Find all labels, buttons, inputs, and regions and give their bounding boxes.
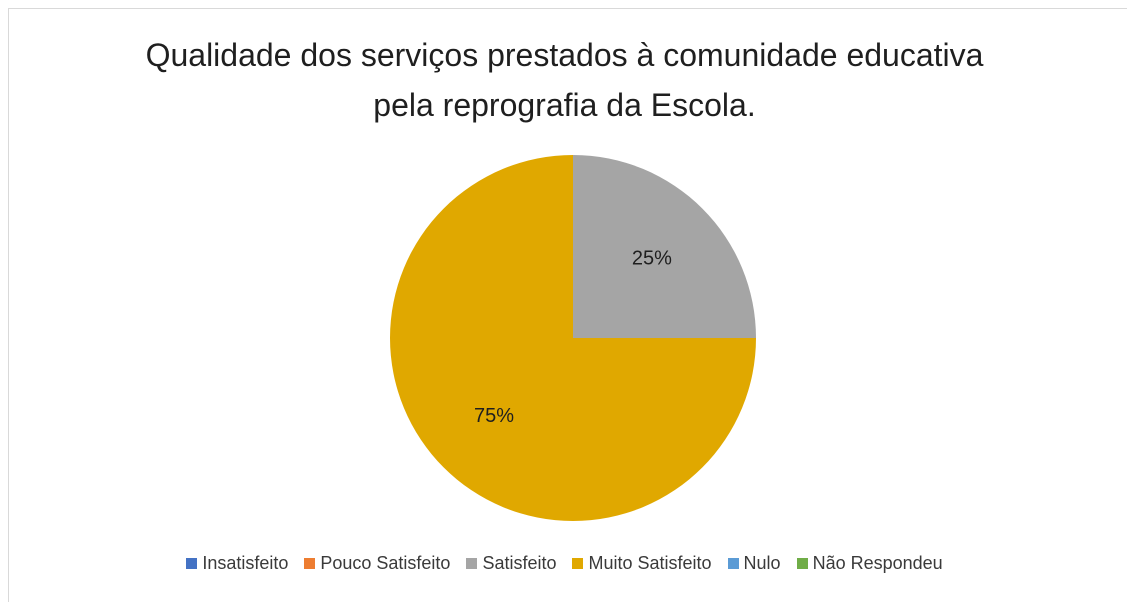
data-label-satisfeito: 25%	[632, 247, 672, 269]
legend-label: Muito Satisfeito	[588, 553, 712, 573]
legend-item: Insatisfeito	[186, 553, 288, 574]
chart-title: Qualidade dos serviços prestados à comun…	[0, 30, 1129, 130]
legend-label: Nulo	[743, 553, 781, 573]
pie-slice-muito-satisfeito	[390, 155, 756, 521]
legend-swatch	[186, 558, 198, 569]
legend-swatch	[572, 558, 584, 569]
legend-swatch	[796, 558, 808, 569]
legend-swatch	[727, 558, 739, 569]
chart-title-line-1: Qualidade dos serviços prestados à comun…	[145, 37, 984, 73]
legend-label: Satisfeito	[482, 553, 557, 573]
legend-item: Muito Satisfeito	[572, 553, 712, 574]
data-label-muito-satisfeito: 75%	[474, 405, 514, 427]
legend-item: Satisfeito	[466, 553, 556, 574]
legend-label: Pouco Satisfeito	[320, 553, 451, 573]
legend-item: Não Respondeu	[796, 553, 943, 574]
legend-item: Nulo	[727, 553, 781, 574]
legend: Insatisfeito Pouco Satisfeito Satisfeito Mu…	[0, 553, 1129, 574]
pie-slice-satisfeito	[573, 155, 756, 338]
legend-label: Insatisfeito	[202, 553, 289, 573]
legend-item: Pouco Satisfeito	[304, 553, 450, 574]
legend-swatch	[466, 558, 478, 569]
legend-label: Não Respondeu	[812, 553, 943, 573]
chart-title-line-2: pela reprografia da Escola.	[373, 87, 756, 123]
legend-swatch	[304, 558, 316, 569]
